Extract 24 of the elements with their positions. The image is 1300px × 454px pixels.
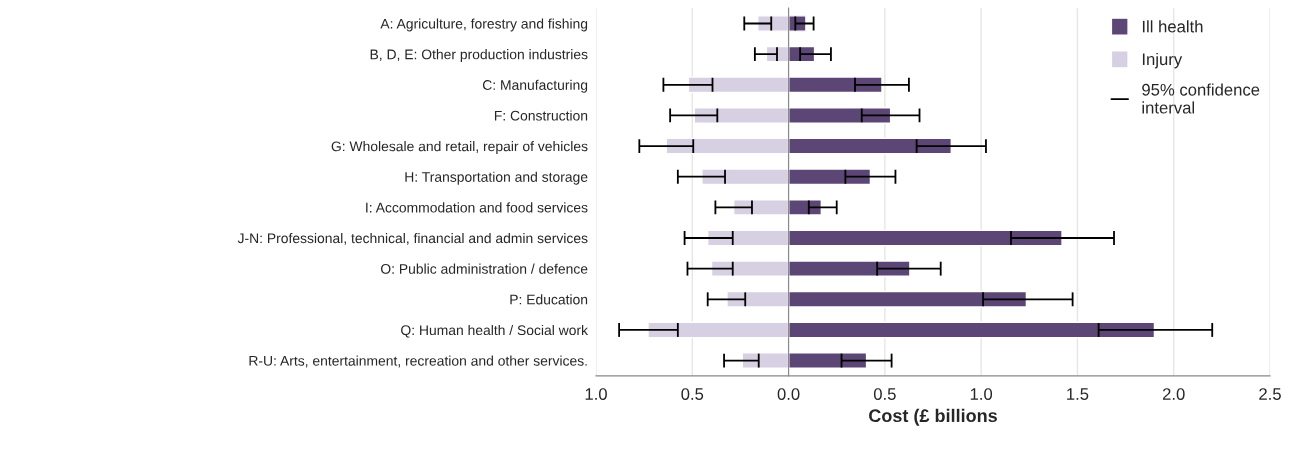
y-tick-label: C: Manufacturing <box>482 79 588 93</box>
x-tick-label: 1.0 <box>970 388 993 400</box>
x-tick-label: 1.0 <box>585 388 607 400</box>
y-tick-label: R-U: Arts, entertainment, recreation and other services. <box>249 355 587 368</box>
x-tick-label: 0.5 <box>681 388 704 400</box>
y-tick-label: O: Public administration / defence <box>381 263 588 274</box>
y-tick-label: Q: Human health / Social work <box>401 324 589 338</box>
y-tick-label: P: Education <box>510 294 588 305</box>
y-tick-label: H: Transportation and storage <box>405 171 588 185</box>
x-tick-label: 0.5 <box>873 388 896 400</box>
y-tick-label: F: Construction <box>494 110 588 121</box>
y-tick-label: I: Accommodation and food services <box>366 202 588 213</box>
x-tick-label: 0.0 <box>777 388 800 400</box>
y-tick-label: A: Agriculture, forestry and fishing <box>380 18 588 32</box>
legend-label: Injury <box>1142 52 1183 69</box>
x-tick-label: 2.0 <box>1162 388 1185 400</box>
x-tick-label: 1.5 <box>1067 388 1089 400</box>
y-tick-label: G: Wholesale and retail, repair of vehicles <box>331 141 588 154</box>
x-axis-title: Cost (£ billions <box>869 408 997 426</box>
y-tick-label: J-N: Professional, technical, financial and admin services <box>237 232 588 245</box>
legend-label: Ill health <box>1142 20 1203 33</box>
y-tick-label: B, D, E: Other production industries <box>370 49 588 63</box>
annotation: 95% confidence interval <box>1142 83 1260 114</box>
x-tick-label: 2.5 <box>1259 388 1281 400</box>
